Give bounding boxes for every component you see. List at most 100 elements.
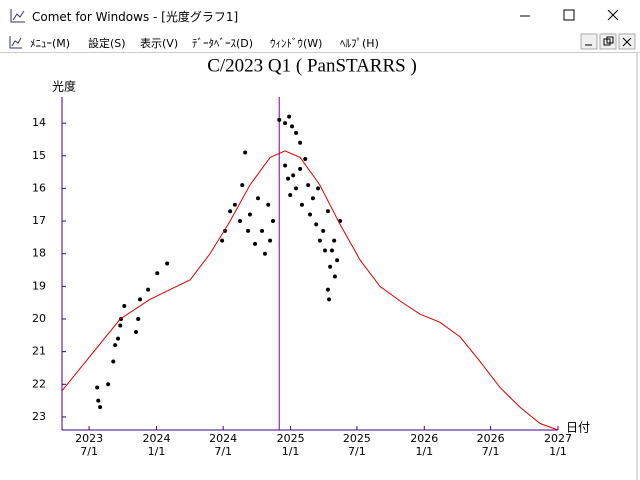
menu-item[interactable]: ｳｨﾝﾄﾞｳ(W) [270,37,323,50]
observation-point [325,287,330,292]
menu-item[interactable]: ﾒﾆｭｰ(M) [30,37,71,50]
x-tick-label: 1/1 [549,445,567,458]
mdi-restore[interactable] [599,33,617,50]
chart: C/2023 Q1 ( PanSTARRS ) 光度 日付 14 15 16 17 18… [32,53,638,480]
x-tick-label: 2026 [410,432,438,445]
menu-item[interactable]: ﾍﾙﾌﾟ(H) [340,37,379,50]
y-tick-label: 18 [32,247,46,260]
observation-point [255,196,260,201]
y-tick-label: 16 [32,181,46,194]
chart-title: C/2023 Q1 ( PanSTARRS ) [207,55,417,76]
menu-item[interactable]: 設定(S) [88,37,126,50]
observation-point [220,238,225,243]
y-axis-label: 光度 [52,79,76,94]
observation-point [271,219,276,224]
observation-point [299,202,304,207]
close-button[interactable] [607,9,619,21]
mdi-minimize[interactable] [580,33,598,50]
x-tick-label: 1/1 [148,445,166,458]
observation-point [277,117,282,122]
observation-point [138,297,143,302]
window-controls [520,9,619,21]
observation-point [321,228,326,233]
observation-point [306,183,311,188]
observation-point [288,192,293,197]
observation-point [262,251,267,256]
observation-point [113,343,118,348]
observation-point [291,173,296,178]
observation-point [246,228,251,233]
observation-point [247,212,252,217]
x-tick-label: 2025 [343,432,371,445]
title-bar: Comet for Windows - [光度グラフ1] [0,0,640,32]
observation-point [286,176,291,181]
observation-point [332,274,337,279]
observation-point [165,261,170,266]
x-tick-label: 7/1 [348,445,366,458]
observation-point [232,202,237,207]
observation-point [266,202,271,207]
menu-item[interactable]: ﾃﾞｰﾀﾍﾞｰｽ(D) [192,37,254,50]
observation-point [310,196,315,201]
observation-point [118,323,123,328]
x-tick-label: 2023 [75,432,103,445]
observation-point [228,209,233,214]
observation-point [323,248,328,253]
y-tick-label: 19 [32,279,46,292]
observation-point [155,271,160,276]
observation-point [146,287,151,292]
observation-point [240,183,245,188]
observation-point [316,186,321,191]
observation-point [328,264,333,269]
x-tick-label: 2027 [544,432,572,445]
y-tick-label: 21 [32,345,46,358]
predicted-curve [61,150,559,431]
observation-point [290,124,295,129]
x-tick-label: 1/1 [282,445,300,458]
observation-point [283,121,288,126]
observation-point [329,248,334,253]
menu-item[interactable]: 表示(V) [140,37,179,50]
observation-point [95,385,100,390]
y-tick-label: 20 [32,312,46,325]
observation-point [314,222,319,227]
observation-point [332,238,337,243]
observation-point [116,336,121,341]
y-tick-label: 23 [32,410,46,423]
observation-point [294,186,299,191]
observation-point [308,212,312,217]
observation-point [298,166,303,171]
x-tick-label: 7/1 [214,445,232,458]
x-tick-label: 1/1 [415,445,433,458]
y-tick-label: 17 [32,214,46,227]
observation-point [98,405,103,410]
maximize-button[interactable] [563,9,575,21]
x-tick-label: 2025 [277,432,305,445]
observation-point [243,150,248,155]
observation-point [325,209,330,214]
doc-icon [9,36,22,49]
observation-point [268,238,273,243]
x-tick-label: 7/1 [482,445,500,458]
mdi-controls [580,33,636,50]
observation-point [294,130,299,135]
y-tick-label: 14 [32,116,46,129]
observation-point [133,330,138,335]
x-tick-label: 2026 [477,432,505,445]
x-axis-label: 日付 [566,421,590,435]
observation-point [317,238,322,243]
app-icon [10,9,25,23]
observation-point [96,398,101,403]
observation-point [303,157,308,162]
x-tick-label: 7/1 [80,445,98,458]
observation-point [136,317,141,321]
y-tick-label: 22 [32,377,46,390]
observation-point [238,219,243,224]
observation-point [260,228,265,233]
y-tick-label: 15 [32,149,46,162]
observation-point [335,258,340,263]
observation-point [106,382,111,387]
observation-point [298,140,303,145]
observation-point [122,303,127,308]
